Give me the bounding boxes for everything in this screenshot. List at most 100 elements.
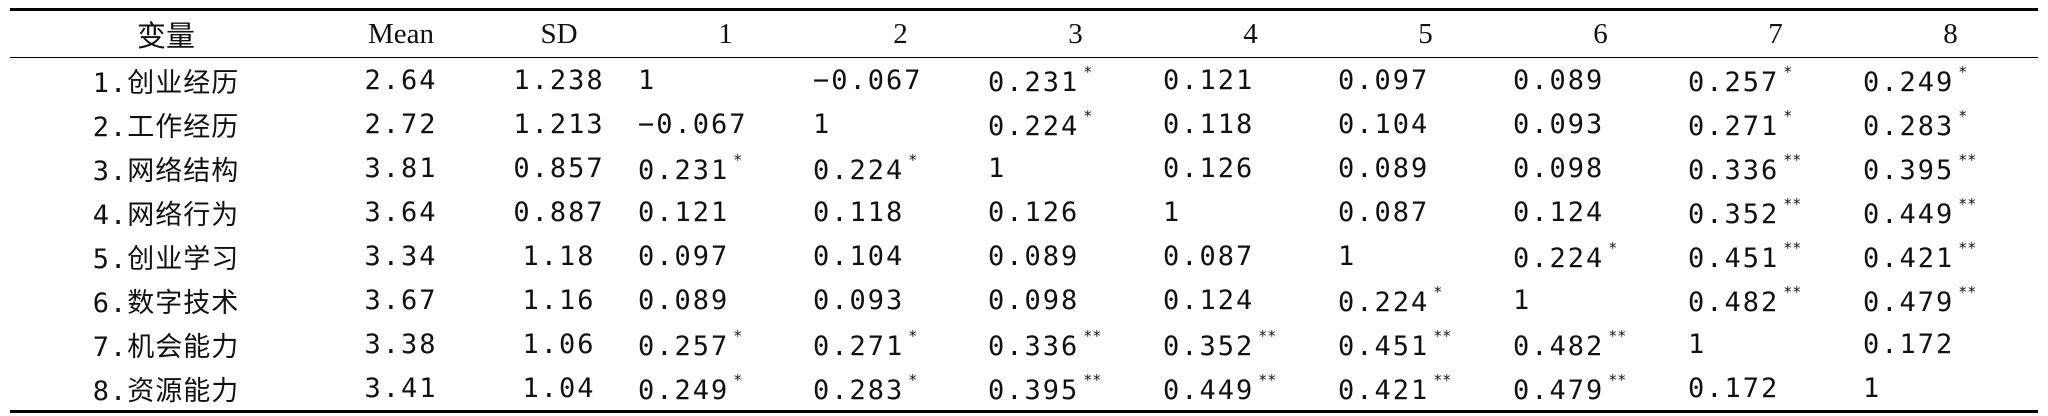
correlation-value: 1 xyxy=(813,108,832,140)
correlation-cell: 0.098 xyxy=(988,278,1163,322)
correlation-cell: 0.087 xyxy=(1338,190,1513,234)
significance-marker: ** xyxy=(1783,238,1802,257)
column-header-8: 8 xyxy=(1863,9,2038,58)
correlation-value: 0.089 xyxy=(988,240,1080,272)
correlation-cell: 0.451 ** xyxy=(1688,234,1863,278)
variable-name-cell: 4.网络行为 xyxy=(92,199,240,231)
correlation-value: 0.257 xyxy=(1688,66,1780,98)
correlation-cell: −0.067 xyxy=(813,58,988,103)
correlation-value: 0.093 xyxy=(813,284,905,316)
significance-marker: * xyxy=(1083,106,1093,125)
correlation-value: 0.121 xyxy=(1163,64,1255,96)
correlation-value: 0.395 xyxy=(988,374,1080,406)
correlation-cell: 0.449 ** xyxy=(1863,190,2038,234)
table-row: 8.资源能力 3.41 1.04 0.249 * 0.283 * 0.395 ** 0.449 **… xyxy=(10,366,2038,413)
correlation-cell: 0.257 * xyxy=(638,322,813,366)
mean-cell: 3.38 xyxy=(364,328,438,360)
significance-marker: * xyxy=(1608,238,1618,257)
significance-marker: * xyxy=(733,150,743,169)
table-row: 1.创业经历 2.64 1.238 1 −0.067 0.231 * 0.121 0.097 0.… xyxy=(10,58,2038,103)
mean-cell: 3.81 xyxy=(364,152,438,184)
correlation-value: 0.231 xyxy=(988,66,1080,98)
table-row: 5.创业学习 3.34 1.18 0.097 0.104 0.089 0.087 1 0.224… xyxy=(10,234,2038,278)
significance-marker: ** xyxy=(1433,326,1452,345)
correlation-cell: −0.067 xyxy=(638,102,813,146)
table-row: 2.工作经历 2.72 1.213 −0.067 1 0.224 * 0.118 0.104 0.… xyxy=(10,102,2038,146)
correlation-value: 0.283 xyxy=(1863,110,1955,142)
correlation-value: 0.271 xyxy=(813,330,905,362)
sd-cell: 1.04 xyxy=(480,366,638,413)
significance-marker: ** xyxy=(1608,326,1627,345)
correlation-cell: 0.224 * xyxy=(1513,234,1688,278)
column-header-mean: Mean xyxy=(322,9,480,58)
correlation-value: 0.089 xyxy=(1338,152,1430,184)
correlation-value: 0.421 xyxy=(1863,242,1955,274)
correlation-value: 0.249 xyxy=(638,374,730,406)
correlation-cell: 0.097 xyxy=(638,234,813,278)
correlation-value: −0.067 xyxy=(638,108,748,140)
correlation-value: 0.449 xyxy=(1163,374,1255,406)
correlation-value: 1 xyxy=(1688,328,1707,360)
mean-cell: 3.67 xyxy=(364,284,438,316)
correlation-value: 0.449 xyxy=(1863,198,1955,230)
correlation-cell: 0.093 xyxy=(1513,102,1688,146)
significance-marker: * xyxy=(1958,62,1968,81)
correlation-cell: 0.283 * xyxy=(1863,102,2038,146)
correlation-value: 0.271 xyxy=(1688,110,1780,142)
significance-marker: ** xyxy=(1783,150,1802,169)
significance-marker: ** xyxy=(1958,282,1977,301)
correlation-value: 0.479 xyxy=(1863,286,1955,318)
significance-marker: * xyxy=(733,370,743,389)
correlation-value: 0.224 xyxy=(988,110,1080,142)
correlation-cell: 0.482 ** xyxy=(1513,322,1688,366)
correlation-cell: 0.087 xyxy=(1163,234,1338,278)
sd-cell: 0.887 xyxy=(513,196,605,228)
correlation-value: 0.249 xyxy=(1863,66,1955,98)
correlation-value: 0.352 xyxy=(1688,198,1780,230)
correlation-value: 1 xyxy=(988,152,1007,184)
column-header-5: 5 xyxy=(1338,9,1513,58)
significance-marker: * xyxy=(908,326,918,345)
correlation-value: 0.283 xyxy=(813,374,905,406)
variable-name-cell: 8.资源能力 xyxy=(10,366,322,413)
significance-marker: ** xyxy=(1958,238,1977,257)
correlation-value: 0.126 xyxy=(988,196,1080,228)
correlation-cell: 0.118 xyxy=(813,190,988,234)
correlation-cell: 0.395 ** xyxy=(1863,146,2038,190)
correlation-value: 0.093 xyxy=(1513,108,1605,140)
significance-marker: ** xyxy=(1783,282,1802,301)
significance-marker: * xyxy=(1783,62,1793,81)
variable-name-cell: 3.网络结构 xyxy=(92,155,240,187)
correlation-value: 0.089 xyxy=(1513,64,1605,96)
correlation-value: 0.097 xyxy=(1338,64,1430,96)
correlation-value: 0.124 xyxy=(1513,196,1605,228)
correlation-value: 1 xyxy=(1338,240,1357,272)
significance-marker: ** xyxy=(1258,370,1277,389)
correlation-cell: 0.121 xyxy=(1163,58,1338,103)
correlation-cell: 0.257 * xyxy=(1688,58,1863,103)
column-header-7: 7 xyxy=(1688,9,1863,58)
correlation-cell: 1 xyxy=(988,146,1163,190)
significance-marker: * xyxy=(908,370,918,389)
table-row: 4.网络行为 3.64 0.887 0.121 0.118 0.126 1 0.087 0.12… xyxy=(10,190,2038,234)
variable-name-cell: 5.创业学习 xyxy=(92,243,240,275)
column-header-4: 4 xyxy=(1163,9,1338,58)
correlation-value: 0.336 xyxy=(988,330,1080,362)
correlation-cell: 0.352 ** xyxy=(1688,190,1863,234)
significance-marker: ** xyxy=(1783,194,1802,213)
correlation-cell: 0.271 * xyxy=(813,322,988,366)
correlation-cell: 1 xyxy=(1513,278,1688,322)
correlation-cell: 0.336 ** xyxy=(988,322,1163,366)
correlation-cell: 0.421 ** xyxy=(1338,366,1513,413)
correlation-value: 1 xyxy=(1863,372,1882,404)
significance-marker: * xyxy=(733,326,743,345)
correlation-value: 0.121 xyxy=(638,196,730,228)
correlation-cell: 0.249 * xyxy=(1863,58,2038,103)
variable-name-cell: 2.工作经历 xyxy=(92,111,240,143)
correlation-cell: 0.098 xyxy=(1513,146,1688,190)
table-row: 6.数字技术 3.67 1.16 0.089 0.093 0.098 0.124 0.224 *… xyxy=(10,278,2038,322)
correlation-value: 0.104 xyxy=(813,240,905,272)
correlation-value: −0.067 xyxy=(813,64,923,96)
correlation-cell: 0.124 xyxy=(1163,278,1338,322)
significance-marker: * xyxy=(1958,106,1968,125)
